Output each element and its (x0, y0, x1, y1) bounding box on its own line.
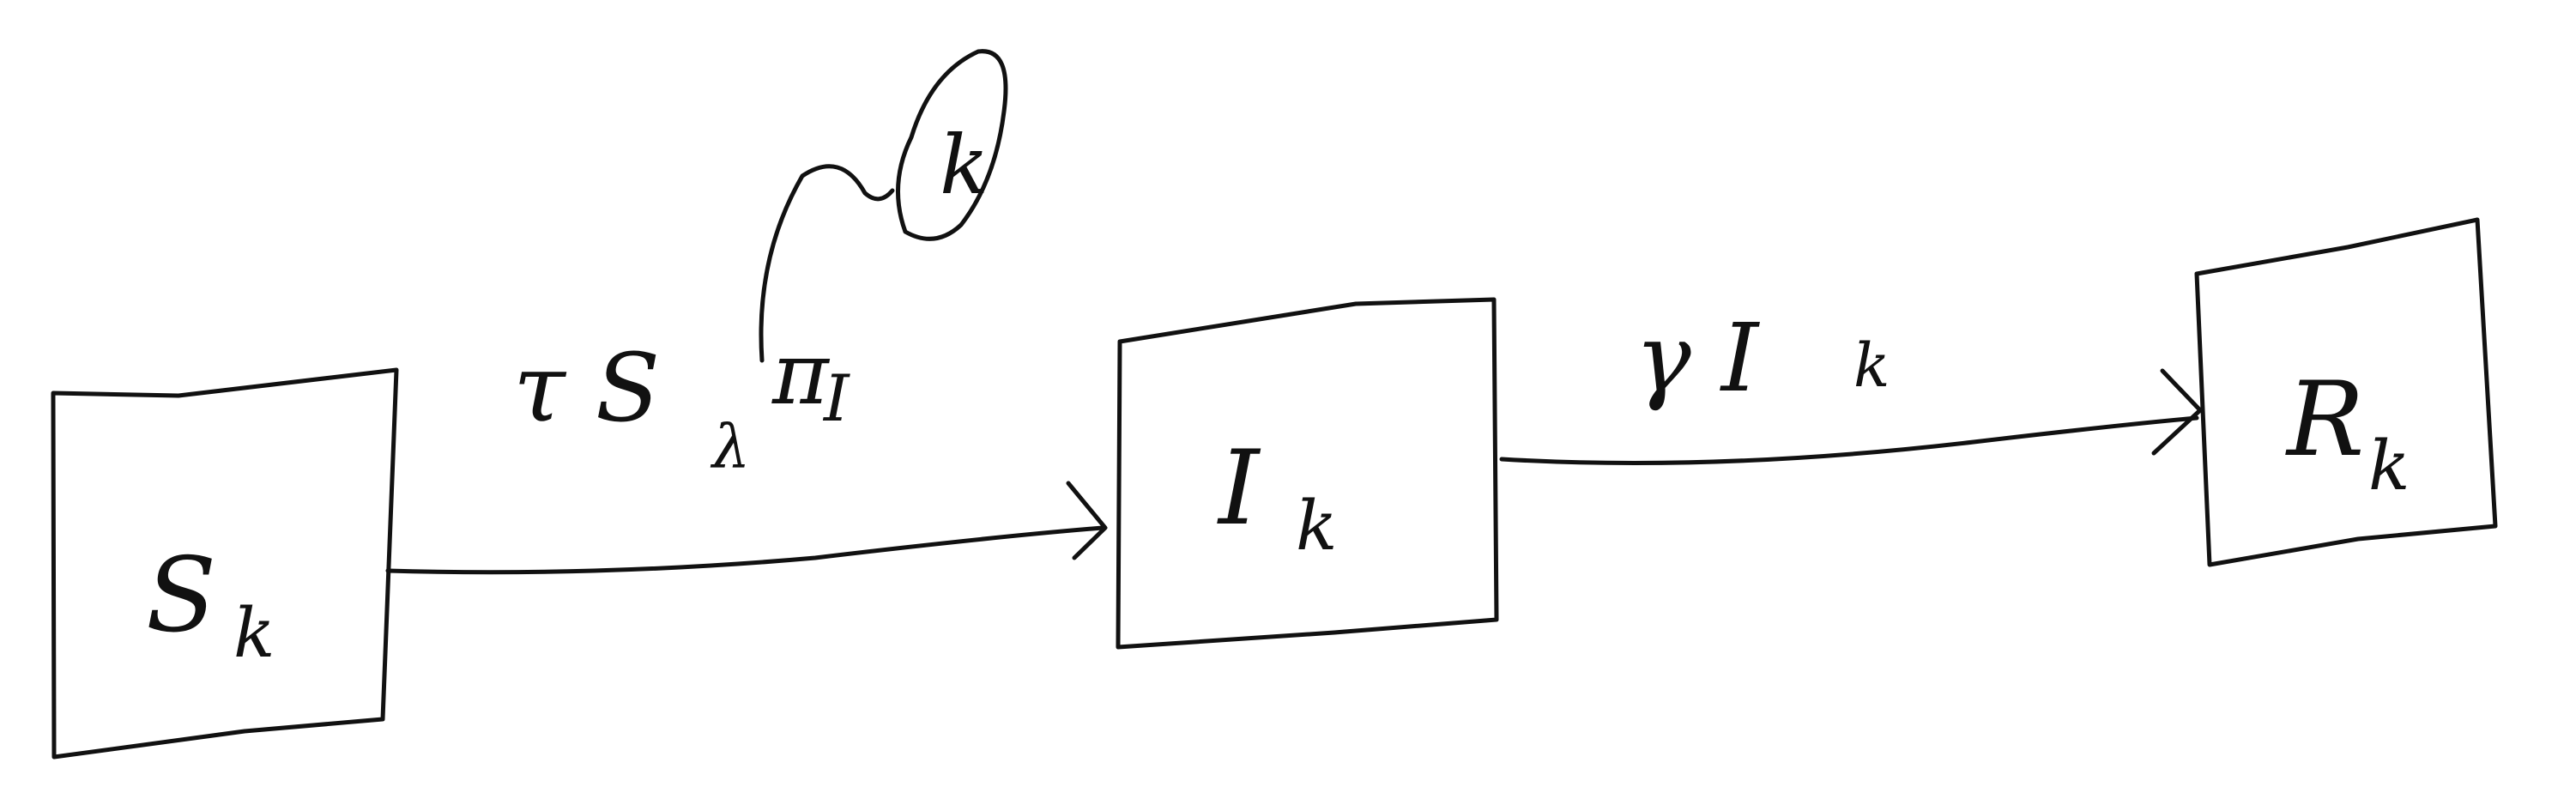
infection-rate-pi-subscript: I (822, 360, 850, 436)
box-s: S k (51, 367, 399, 760)
box-s-subscript: k (233, 593, 275, 673)
infection-note-connector (759, 164, 895, 363)
box-i-label: I (1217, 429, 1261, 548)
infection-rate-lambda: λ (710, 412, 750, 482)
infection-rate-pi: π (771, 324, 831, 424)
box-i-subscript: k (1296, 486, 1337, 566)
box-i-outline (1116, 297, 1499, 650)
arrow-i-to-r-line (1499, 415, 2199, 465)
box-r: R k (2194, 217, 2498, 567)
arrow-i-to-r (1499, 368, 2203, 465)
box-s-outline (51, 367, 399, 760)
recovery-rate-subscript: k (1853, 330, 1890, 401)
box-r-subscript: k (2368, 426, 2410, 505)
infection-note-letter: k (940, 118, 989, 213)
arrow-s-to-i-line (385, 525, 1105, 575)
box-s-label: S (146, 536, 216, 656)
box-i: I k (1116, 297, 1499, 650)
arrow-i-to-r-head (2151, 368, 2203, 456)
arrow-s-to-i-head (1066, 481, 1108, 560)
recovery-rate-label: γ I k (1635, 303, 1890, 413)
arrow-s-to-i (385, 481, 1108, 575)
box-r-label: R (2285, 360, 2364, 480)
recovery-rate-text: γ I (1635, 303, 1761, 413)
infection-rate-label: τ S λ π I k (513, 49, 1008, 482)
infection-rate-text: τ S (513, 333, 660, 443)
box-r-outline (2194, 217, 2498, 567)
infection-note-circle (896, 49, 1008, 241)
